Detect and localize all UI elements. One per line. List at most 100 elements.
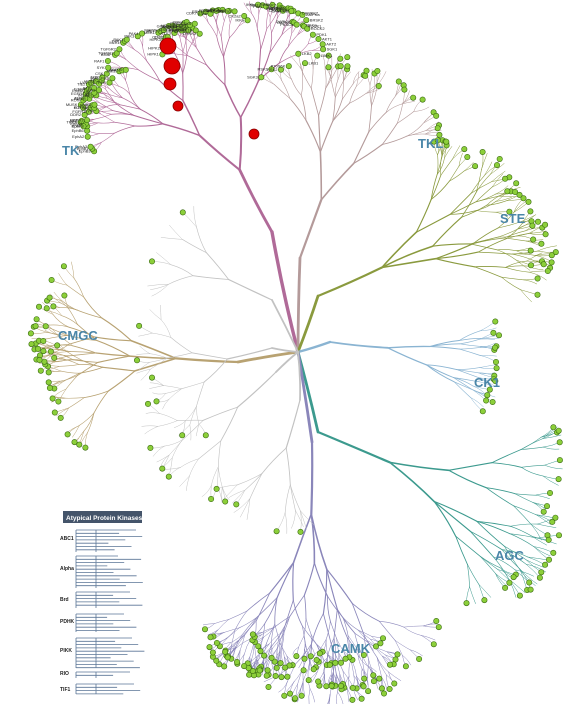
- tree-branch: [389, 461, 435, 503]
- kinase-node: [304, 25, 311, 32]
- tree-branch: [501, 276, 522, 280]
- kinase-node: [506, 579, 513, 586]
- tree-branch: [475, 186, 493, 203]
- kinase-label: RSK1: [258, 67, 269, 72]
- kinase-label: CK1d: [167, 24, 177, 29]
- tree-branch: [72, 359, 99, 363]
- tree-branch: [139, 108, 164, 125]
- tree-branch: [182, 99, 201, 137]
- tree-branch: [430, 180, 450, 200]
- tree-branch: [216, 22, 222, 37]
- tree-branch: [369, 68, 373, 86]
- kinase-label: CDK2: [170, 20, 181, 25]
- tree-branch: [285, 399, 301, 449]
- tree-branch: [456, 369, 479, 378]
- tree-branch: [160, 319, 172, 338]
- tree-branch: [520, 446, 544, 450]
- tree-branch: [475, 174, 491, 193]
- kinase-label: CHK1: [269, 8, 280, 13]
- tree-branch: [205, 252, 230, 280]
- kinase-node: [375, 83, 382, 90]
- tree-branch: [287, 34, 298, 47]
- tree-branch: [449, 170, 465, 182]
- kinase-label: MLK1: [109, 40, 120, 45]
- tree-branch: [129, 355, 177, 360]
- tree-branch: [182, 419, 204, 440]
- tree-branch: [311, 68, 314, 89]
- kinase-node: [45, 369, 52, 376]
- kinase-label: AMPKa: [306, 12, 320, 17]
- tree-branch: [217, 619, 229, 631]
- tree-branch: [109, 88, 123, 99]
- kinase-node: [50, 303, 57, 310]
- tree-branch: [290, 55, 302, 70]
- kinase-node: [495, 332, 502, 339]
- tree-branch: [180, 458, 200, 468]
- kinase-label: JAK2: [106, 69, 116, 74]
- tree-branch: [486, 200, 507, 206]
- kinase-node: [344, 54, 351, 61]
- tree-branch: [381, 122, 398, 145]
- kinase-label: BTK: [83, 85, 91, 90]
- kinase-node: [540, 508, 547, 515]
- kinase-label: AKT1: [322, 36, 333, 41]
- tree-branch: [394, 640, 403, 656]
- tree-branch: [334, 79, 339, 98]
- tree-branch: [514, 569, 534, 577]
- tree-branch: [534, 494, 550, 499]
- tree-branch: [159, 80, 184, 102]
- kinase-node: [185, 27, 192, 34]
- kinase-node: [536, 574, 543, 581]
- tree-branch: [375, 676, 379, 690]
- tree-branch: [79, 366, 104, 374]
- tree-branch: [489, 163, 505, 175]
- tree-branch: [449, 192, 472, 215]
- tree-branch: [79, 412, 95, 426]
- kinase-node: [370, 672, 377, 679]
- kinase-node: [91, 85, 98, 92]
- tree-branch: [542, 475, 559, 486]
- tree-branch: [433, 500, 457, 537]
- tree-branch: [289, 484, 296, 511]
- tree-branch: [152, 332, 172, 338]
- tree-branch: [157, 420, 178, 427]
- kinase-node: [555, 532, 562, 539]
- kinase-node: [555, 427, 562, 434]
- atypical-header: [63, 511, 142, 523]
- tree-branch: [425, 364, 458, 371]
- tree-branch: [311, 646, 316, 657]
- kinase-node: [301, 60, 308, 67]
- kinase-node: [550, 549, 557, 556]
- tree-branch: [196, 226, 207, 254]
- group-label-tk: TK: [62, 143, 80, 158]
- tree-branch: [291, 510, 296, 529]
- tree-branch: [233, 498, 251, 513]
- tree-branch: [257, 14, 260, 30]
- kinase-label: RON: [71, 98, 80, 103]
- kinase-label: MST1: [147, 28, 158, 33]
- atypical-kinases-panel: Atypical Protein Kinases ABC1 Alpha Brd …: [60, 511, 145, 695]
- tree-branch: [514, 493, 534, 503]
- kinase-node: [269, 1, 276, 8]
- kinase-node: [386, 685, 393, 692]
- kinase-node: [544, 267, 551, 274]
- tree-branch: [448, 469, 487, 489]
- kinase-node: [234, 658, 241, 665]
- tree-branch: [435, 251, 479, 260]
- tree-branch: [184, 37, 197, 48]
- kinase-node: [36, 356, 43, 363]
- tree-branch: [292, 513, 313, 564]
- tree-branch: [528, 271, 547, 281]
- kinase-node: [376, 675, 383, 682]
- tree-branch: [357, 629, 371, 640]
- kinase-node: [380, 690, 387, 697]
- kinase-label: ZAP70: [110, 67, 123, 72]
- kinase-node: [337, 682, 344, 689]
- tree-branch: [379, 621, 405, 628]
- tree-branch: [305, 618, 312, 635]
- kinase-node: [538, 240, 545, 247]
- kinase-node: [545, 536, 552, 543]
- kinase-node: [258, 74, 265, 81]
- kinase-node: [82, 444, 89, 451]
